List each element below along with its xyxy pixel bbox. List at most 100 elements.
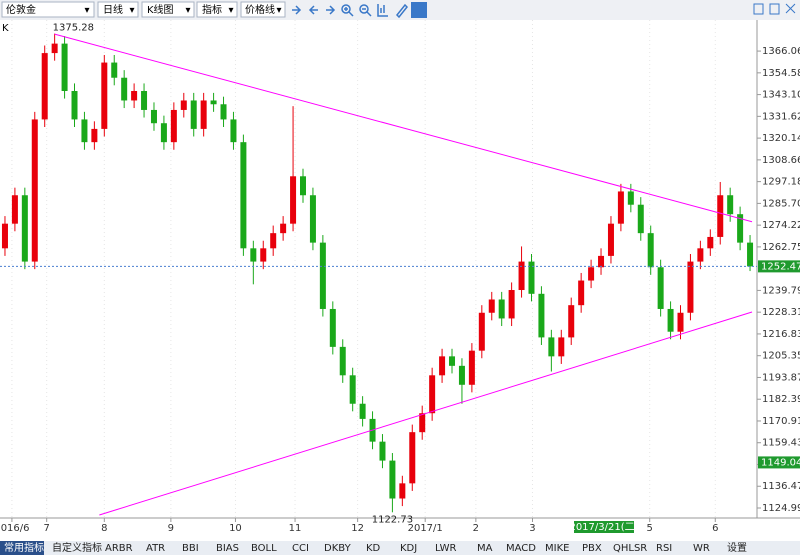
candle-body bbox=[180, 100, 187, 110]
candle-body bbox=[647, 233, 654, 268]
period-select[interactable] bbox=[97, 1, 139, 18]
candle-body bbox=[657, 267, 664, 309]
y-tick-label: 1124.99 bbox=[762, 503, 800, 514]
candle-body bbox=[528, 261, 535, 294]
tab[interactable]: KD bbox=[366, 543, 381, 554]
link-tool[interactable] bbox=[411, 2, 427, 18]
max-label: 1375.28 bbox=[53, 23, 94, 34]
tab[interactable]: 设置 bbox=[727, 542, 747, 554]
candle-body bbox=[508, 290, 515, 319]
tab[interactable]: BOLL bbox=[251, 543, 277, 554]
tab[interactable]: QHLSR bbox=[613, 543, 647, 554]
candle-body bbox=[727, 195, 734, 215]
price-line: 价格线 bbox=[245, 3, 275, 16]
candle-body bbox=[617, 191, 624, 224]
tab[interactable]: BIAS bbox=[216, 543, 239, 554]
x-tick-label: 3 bbox=[529, 523, 535, 534]
tab[interactable]: DKBY bbox=[324, 543, 352, 554]
candle-body bbox=[71, 90, 78, 120]
crosshair-box bbox=[574, 521, 634, 533]
candle-body bbox=[200, 100, 207, 129]
tab[interactable]: WR bbox=[693, 543, 710, 554]
candle-body bbox=[339, 346, 346, 376]
candle-body bbox=[150, 109, 157, 124]
price-line-select[interactable] bbox=[240, 1, 286, 18]
x-tick-label: 9 bbox=[168, 523, 174, 534]
y-tick-label: 1320.14 bbox=[762, 133, 800, 144]
tab[interactable]: 自定义指标 bbox=[52, 541, 102, 554]
ref-price: 1149.04 bbox=[761, 457, 800, 468]
dropdown-arrow: ▾ bbox=[276, 5, 281, 16]
candle-body bbox=[429, 375, 436, 414]
tab[interactable]: 常用指标 bbox=[4, 541, 44, 554]
candle-body bbox=[627, 191, 634, 205]
x-tick-label: 7 bbox=[44, 523, 50, 534]
tab[interactable]: MACD bbox=[506, 543, 536, 554]
candle-body bbox=[449, 356, 456, 366]
tab[interactable]: KDJ bbox=[400, 543, 417, 554]
ref-price-box bbox=[758, 456, 800, 469]
candle-body bbox=[588, 267, 595, 281]
tab-bar bbox=[0, 541, 800, 555]
candle-body bbox=[578, 280, 585, 306]
candle-body bbox=[21, 195, 28, 262]
candle-body bbox=[478, 312, 485, 351]
candle-body bbox=[419, 413, 426, 433]
candle-body bbox=[270, 233, 277, 249]
candle-body bbox=[81, 119, 88, 143]
trend-line bbox=[54, 33, 753, 223]
y-tick-label: 1216.83 bbox=[762, 329, 800, 340]
candle-body bbox=[121, 77, 128, 101]
symbol-select[interactable] bbox=[1, 1, 95, 18]
candle-body bbox=[607, 223, 614, 256]
x-tick-label: 10 bbox=[229, 523, 242, 534]
tab[interactable]: ARBR bbox=[105, 543, 133, 554]
tab[interactable]: ATR bbox=[146, 543, 165, 554]
dropdown-arrow: ▾ bbox=[84, 5, 89, 16]
crosshair-label: 2017/3/21(二) bbox=[569, 522, 638, 533]
dropdown-arrow: ▾ bbox=[228, 5, 233, 16]
candle-body bbox=[91, 128, 98, 143]
candle-body bbox=[598, 255, 605, 268]
candle-body bbox=[518, 261, 525, 291]
tab[interactable]: CCI bbox=[292, 543, 309, 554]
candle-body bbox=[687, 261, 694, 313]
x-tick-label: 5 bbox=[647, 523, 653, 534]
candle-body bbox=[41, 53, 48, 120]
tab[interactable]: BBI bbox=[182, 543, 199, 554]
symbol: 伦敦金 bbox=[6, 3, 36, 16]
candle-body bbox=[359, 403, 366, 419]
toolbar-icons[interactable] bbox=[292, 3, 409, 19]
window-max[interactable] bbox=[769, 3, 780, 15]
tab[interactable]: LWR bbox=[435, 543, 457, 554]
candle-body bbox=[250, 248, 257, 262]
y-tick-label: 1274.22 bbox=[762, 220, 800, 231]
last-price-box bbox=[758, 260, 800, 273]
candle-body bbox=[717, 195, 724, 237]
y-tick-label: 1170.91 bbox=[762, 416, 800, 427]
tab[interactable]: RSI bbox=[656, 543, 672, 554]
candle-body bbox=[637, 204, 644, 234]
y-tick-label: 1297.18 bbox=[762, 177, 800, 188]
style-select[interactable] bbox=[141, 1, 195, 18]
y-tick-label: 1159.43 bbox=[762, 438, 800, 449]
candle-body bbox=[170, 109, 177, 143]
y-tick-label: 1193.87 bbox=[762, 372, 800, 383]
trend-line bbox=[99, 311, 753, 516]
tab[interactable]: MA bbox=[477, 543, 493, 554]
y-tick-label: 1308.66 bbox=[762, 155, 800, 166]
tab-active bbox=[0, 541, 44, 555]
y-tick-label: 1262.75 bbox=[762, 242, 800, 253]
indicator-select[interactable] bbox=[196, 1, 238, 18]
tab[interactable]: MIKE bbox=[545, 543, 569, 554]
candle-body bbox=[409, 432, 416, 484]
candle-body bbox=[101, 62, 108, 129]
candle-body bbox=[230, 119, 237, 143]
window-restore[interactable] bbox=[753, 3, 764, 15]
candle-body bbox=[707, 236, 714, 249]
candle-body bbox=[190, 100, 197, 129]
tab[interactable]: PBX bbox=[582, 543, 602, 554]
x-tick-label: 2 bbox=[473, 523, 479, 534]
y-tick-label: 1285.70 bbox=[762, 198, 800, 209]
window-close[interactable] bbox=[785, 3, 796, 14]
